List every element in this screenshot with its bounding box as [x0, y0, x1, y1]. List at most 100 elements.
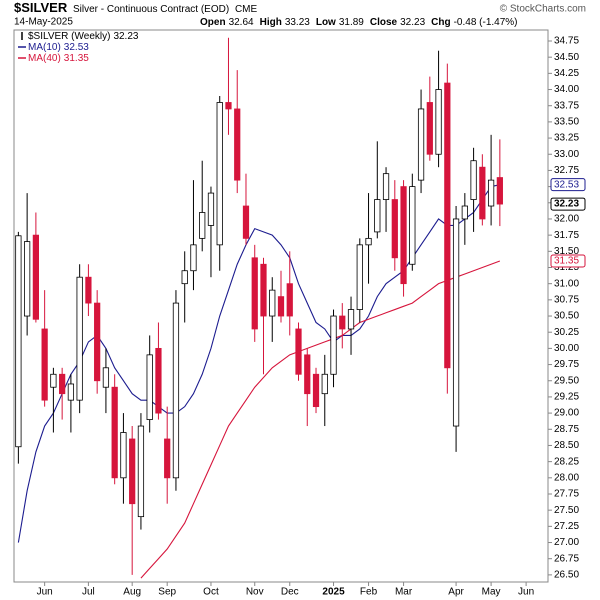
y-tick-label: 34.75	[554, 36, 579, 47]
x-tick-label: Aug	[123, 587, 141, 598]
stat-value: -0.48 (-1.47%)	[454, 17, 518, 28]
y-tick-label: 31.75	[554, 230, 579, 241]
x-tick-label: Feb	[360, 587, 378, 598]
y-tick-label: 29.00	[554, 408, 579, 419]
candle-body	[129, 438, 136, 505]
candle-body	[190, 244, 197, 272]
candle-body	[365, 237, 372, 246]
stat-value: 33.23	[285, 17, 310, 28]
legend-value: 32.23	[113, 31, 138, 42]
stat-value: 31.89	[339, 17, 364, 28]
candle-body	[312, 373, 320, 408]
value-tag: 31.35	[554, 256, 579, 267]
candle-body	[260, 263, 267, 317]
candle-body	[251, 257, 258, 330]
legend-name: MA(10)	[28, 42, 61, 53]
stat-label: Chg	[431, 17, 450, 28]
y-tick-label: 33.25	[554, 133, 579, 144]
x-tick-label: May	[482, 587, 501, 598]
candle-body	[479, 166, 486, 220]
candle-body	[172, 302, 180, 479]
ma-line	[17, 184, 500, 543]
candle-body	[339, 315, 346, 330]
stat-value: 32.64	[229, 17, 254, 28]
y-tick-label: 28.00	[554, 472, 579, 483]
candle-body	[15, 235, 22, 448]
x-tick-label: Jul	[82, 587, 95, 598]
legend-entry: MA(40) 31.35	[28, 53, 89, 64]
y-tick-label: 30.75	[554, 294, 579, 305]
legend-value: 32.53	[64, 42, 89, 53]
candle-body	[59, 373, 66, 395]
y-tick-label: 27.25	[554, 521, 579, 532]
stat-value: 32.23	[400, 17, 425, 28]
y-tick-label: 32.00	[554, 214, 579, 225]
candle-body	[85, 276, 92, 304]
candle-body	[487, 179, 495, 207]
x-tick-label: Dec	[281, 587, 299, 598]
candle-body	[41, 328, 48, 401]
y-tick-label: 27.50	[554, 505, 579, 516]
candle-body	[470, 160, 477, 200]
chart-title: $SILVER	[14, 0, 68, 15]
y-tick-label: 29.75	[554, 359, 579, 370]
candle-body	[496, 177, 503, 205]
candle-body	[181, 270, 188, 285]
y-tick-label: 30.00	[554, 343, 579, 354]
y-tick-label: 29.50	[554, 375, 579, 386]
y-tick-label: 34.50	[554, 52, 579, 63]
chart-date: 14-May-2025	[14, 17, 73, 28]
y-tick-label: 28.75	[554, 424, 579, 435]
candle-body	[347, 309, 355, 330]
legend-entry: MA(10) 32.53	[28, 42, 89, 53]
ma-line	[140, 260, 501, 579]
candle-body	[155, 347, 162, 414]
candle-body	[435, 89, 442, 155]
candle-body	[234, 108, 241, 181]
candle-body	[374, 199, 381, 233]
y-tick-label: 26.50	[554, 570, 579, 581]
candle-body	[111, 386, 118, 479]
y-tick-label: 33.75	[554, 100, 579, 111]
y-tick-label: 29.25	[554, 392, 579, 403]
value-tag-box	[550, 254, 586, 268]
candle-body	[120, 432, 127, 479]
y-tick-label: 32.75	[554, 165, 579, 176]
y-tick-label: 34.25	[554, 68, 579, 79]
candle-body	[24, 241, 31, 317]
x-tick-label: Nov	[246, 587, 264, 598]
x-tick-label: Jun	[37, 587, 53, 598]
legend-name: MA(40)	[28, 53, 61, 64]
candle-body	[137, 425, 145, 518]
y-tick-label: 28.50	[554, 440, 579, 451]
candle-body	[330, 315, 337, 375]
candle-body	[321, 373, 328, 395]
candle-body	[444, 82, 451, 369]
candle-body	[382, 173, 390, 200]
stat-label: Open	[200, 17, 226, 28]
y-tick-label: 27.00	[554, 537, 579, 548]
legend-entry: $SILVER (Weekly) 32.23	[28, 31, 139, 42]
candle-body	[277, 296, 285, 317]
candle-body	[32, 234, 39, 320]
y-tick-label: 33.00	[554, 149, 579, 160]
y-tick-label: 34.00	[554, 84, 579, 95]
candle-body	[102, 367, 110, 388]
exchange: CME	[235, 4, 258, 15]
y-tick-label: 33.50	[554, 117, 579, 128]
candle-body	[242, 205, 250, 239]
y-tick-label: 31.00	[554, 278, 579, 289]
y-tick-label: 30.25	[554, 327, 579, 338]
candle-body	[400, 186, 407, 285]
y-tick-label: 28.25	[554, 456, 579, 467]
candle-body	[50, 373, 57, 388]
y-tick-label: 30.50	[554, 311, 579, 322]
candle-body	[269, 289, 276, 317]
candle-body	[417, 108, 425, 181]
credit: © StockCharts.com	[500, 4, 586, 15]
candle-body	[286, 283, 293, 317]
candle-body	[225, 102, 232, 110]
candle-body	[199, 212, 206, 239]
candle-body	[76, 276, 83, 401]
candle-body	[94, 302, 101, 382]
